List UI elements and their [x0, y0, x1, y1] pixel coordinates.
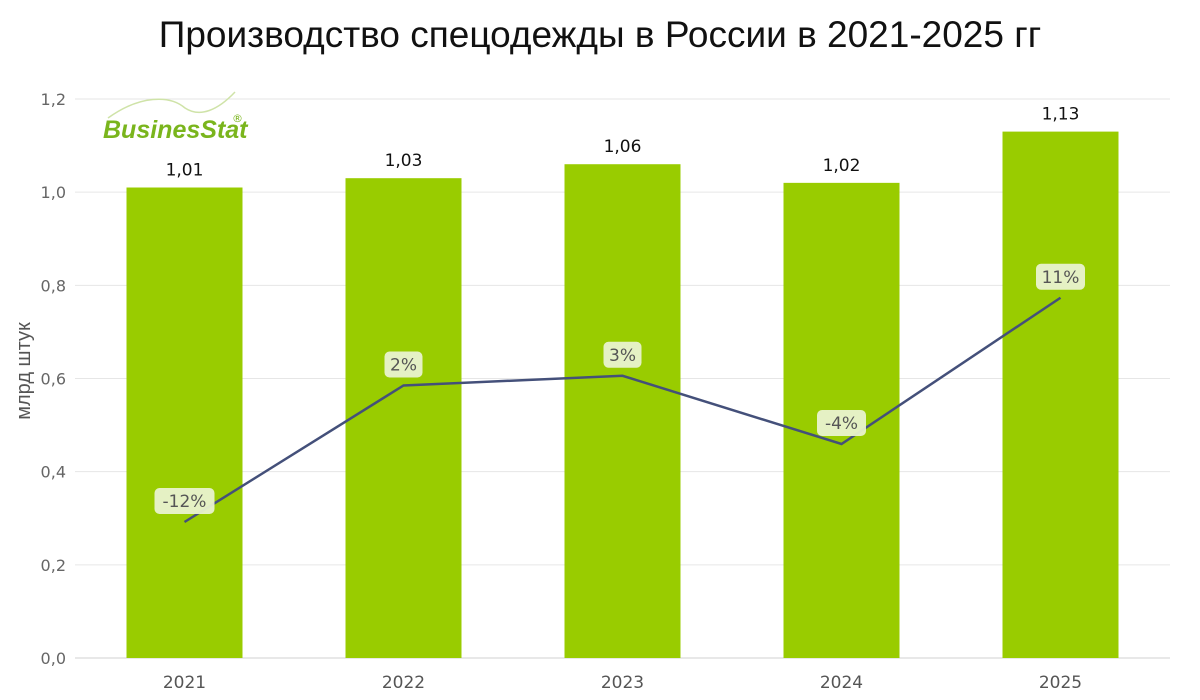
y-axis-ticks: 0,0 0,2 0,4 0,6 0,8 1,0 1,2 — [41, 90, 66, 668]
growth-line-series: -12% 2% 3% -4% 11% — [154, 263, 1085, 524]
growth-label: 11% — [1036, 263, 1085, 290]
bar — [1002, 131, 1119, 658]
y-tick-label: 0,2 — [41, 556, 66, 575]
growth-label: -12% — [154, 488, 215, 514]
y-tick-label: 1,2 — [41, 90, 66, 109]
growth-label-box — [1036, 263, 1085, 290]
x-tick-label: 2023 — [601, 673, 644, 693]
growth-label-box — [384, 351, 423, 378]
growth-label-text: 11% — [1042, 268, 1080, 288]
x-tick-label: 2022 — [382, 673, 425, 693]
bar-value-label: 1,02 — [823, 156, 861, 176]
growth-label-text: 3% — [609, 346, 636, 366]
growth-label: 3% — [603, 341, 642, 368]
growth-line — [183, 296, 1062, 524]
growth-label-box — [154, 488, 215, 514]
growth-label-text: -12% — [163, 492, 207, 512]
y-tick-label: 0,6 — [41, 370, 66, 389]
bar — [564, 164, 681, 658]
growth-label-text: 2% — [390, 356, 417, 376]
logo-text: BusinesStat — [103, 116, 249, 144]
businesstat-logo: BusinesStat ® — [103, 91, 249, 144]
logo-registered-mark: ® — [232, 112, 243, 125]
logo-text-main: Busines — [103, 116, 200, 144]
bar — [126, 187, 243, 658]
bar-value-label: 1,03 — [385, 151, 423, 171]
y-axis-label: млрд штук — [13, 322, 35, 420]
x-axis-ticks: 2021 2022 2023 2024 2025 — [163, 673, 1082, 693]
growth-label-box — [603, 341, 642, 368]
y-tick-label: 1,0 — [41, 183, 66, 202]
chart-title: Производство спецодежды в России в 2021-… — [158, 14, 1042, 55]
bar-value-labels: 1,01 1,03 1,06 1,02 1,13 — [166, 105, 1080, 181]
logo-swoosh — [107, 91, 236, 119]
y-tick-label: 0,4 — [41, 463, 66, 482]
growth-label-text: -4% — [825, 414, 858, 434]
x-tick-label: 2021 — [163, 673, 206, 693]
bar-series — [126, 131, 1119, 659]
growth-label: 2% — [384, 351, 423, 378]
x-tick-label: 2025 — [1039, 673, 1082, 693]
bar-value-label: 1,13 — [1042, 105, 1080, 125]
growth-label: -4% — [817, 410, 866, 436]
growth-label-box — [817, 410, 866, 436]
bar-value-label: 1,06 — [604, 137, 642, 157]
bar — [345, 178, 462, 659]
logo-text-accent: Stat — [200, 116, 249, 144]
x-tick-label: 2024 — [820, 673, 863, 693]
y-tick-label: 0,8 — [41, 276, 66, 295]
y-tick-label: 0,0 — [41, 649, 66, 668]
bar-value-label: 1,01 — [166, 161, 204, 181]
